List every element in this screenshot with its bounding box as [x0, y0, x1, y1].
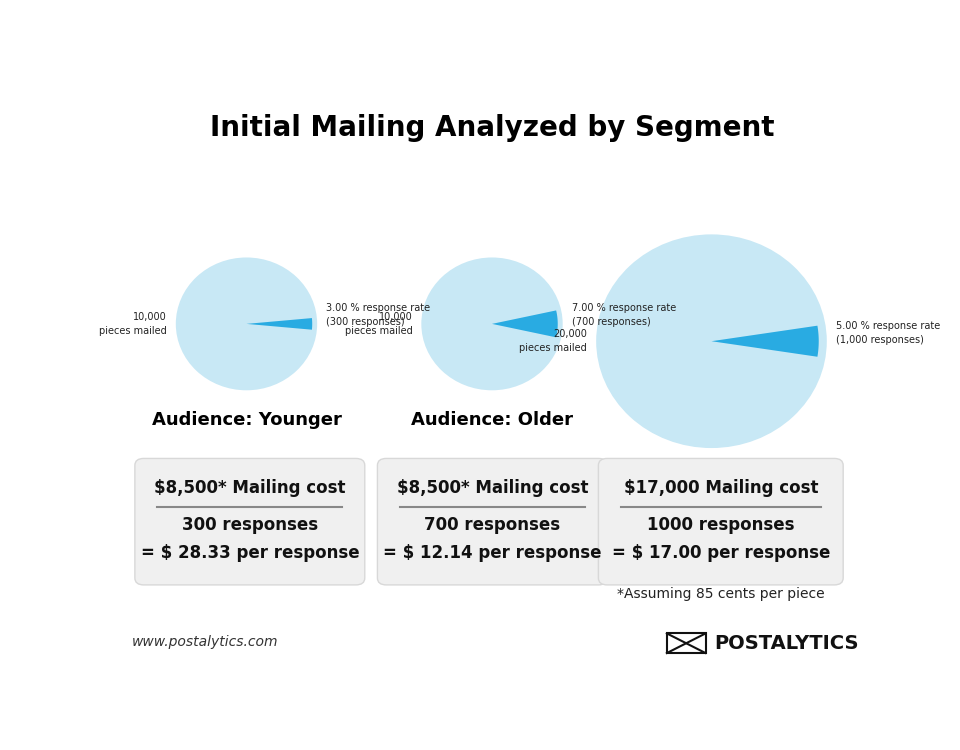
- Text: 3.00 % response rate
(300 responses): 3.00 % response rate (300 responses): [326, 303, 430, 327]
- FancyBboxPatch shape: [667, 634, 706, 653]
- Text: 10,000
pieces mailed: 10,000 pieces mailed: [99, 312, 167, 336]
- Ellipse shape: [176, 257, 317, 390]
- Text: = $ 17.00 per response: = $ 17.00 per response: [612, 544, 830, 562]
- Ellipse shape: [596, 234, 827, 448]
- Text: $8,500* Mailing cost: $8,500* Mailing cost: [154, 479, 346, 497]
- Text: $8,500* Mailing cost: $8,500* Mailing cost: [396, 479, 588, 497]
- Text: = $ 28.33 per response: = $ 28.33 per response: [140, 544, 359, 562]
- Polygon shape: [711, 326, 819, 357]
- Text: 300 responses: 300 responses: [181, 516, 318, 534]
- Text: Total Audience: Total Audience: [637, 468, 786, 486]
- Polygon shape: [247, 318, 312, 330]
- FancyBboxPatch shape: [134, 458, 365, 585]
- Text: 10,000
pieces mailed: 10,000 pieces mailed: [345, 312, 413, 336]
- Text: $17,000 Mailing cost: $17,000 Mailing cost: [624, 479, 818, 497]
- Text: 1000 responses: 1000 responses: [647, 516, 795, 534]
- Text: 5.00 % response rate
(1,000 responses): 5.00 % response rate (1,000 responses): [836, 320, 940, 344]
- Text: 7.00 % response rate
(700 responses): 7.00 % response rate (700 responses): [571, 303, 676, 327]
- Text: Initial Mailing Analyzed by Segment: Initial Mailing Analyzed by Segment: [209, 113, 775, 142]
- Polygon shape: [492, 310, 558, 338]
- FancyBboxPatch shape: [377, 458, 608, 585]
- FancyBboxPatch shape: [598, 458, 843, 585]
- Text: www.postalytics.com: www.postalytics.com: [132, 634, 278, 649]
- Text: Audience: Older: Audience: Older: [411, 410, 573, 428]
- Text: Audience: Younger: Audience: Younger: [152, 410, 342, 428]
- Text: = $ 12.14 per response: = $ 12.14 per response: [383, 544, 602, 562]
- Ellipse shape: [421, 257, 563, 390]
- Text: 20,000
pieces mailed: 20,000 pieces mailed: [519, 329, 588, 353]
- Text: 700 responses: 700 responses: [424, 516, 561, 534]
- Text: *Assuming 85 cents per piece: *Assuming 85 cents per piece: [617, 586, 825, 601]
- Text: POSTALYTICS: POSTALYTICS: [714, 634, 859, 652]
